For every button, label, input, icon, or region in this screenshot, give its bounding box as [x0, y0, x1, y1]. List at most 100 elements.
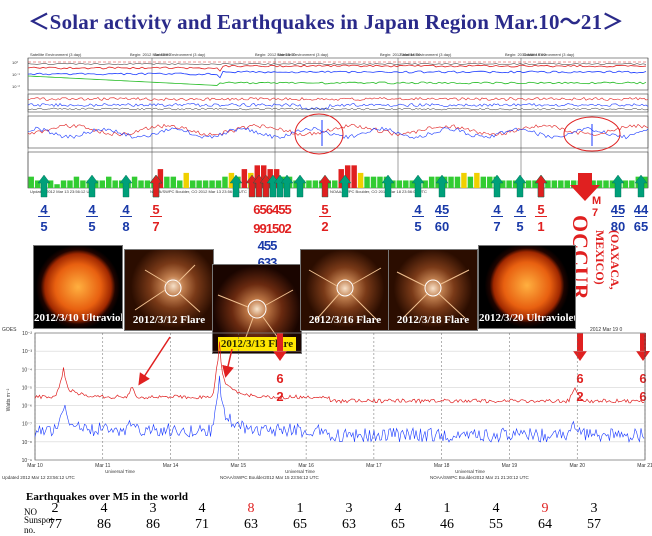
sunspot-label: Sunspot: [24, 515, 54, 525]
green-up-arrow: [293, 174, 307, 198]
kp-bar: [293, 180, 299, 188]
kp-bar: [118, 180, 125, 188]
xray-xtick: Mar 11: [95, 463, 110, 469]
cluster-row-3: 455: [257, 238, 278, 253]
xray-xtick: Mar 15: [231, 463, 247, 469]
kp-bar: [222, 176, 228, 188]
eq-count: 3: [590, 501, 598, 516]
kp-bar: [428, 176, 435, 188]
coronagraph-flare-image-1: 2012/3/12 Flare: [124, 249, 214, 331]
kp-bar: [189, 180, 196, 188]
green-up-arrow: [338, 174, 352, 198]
sunspot-count: 57: [587, 517, 601, 532]
marker-divider: [38, 216, 50, 217]
kp-bar: [590, 180, 596, 188]
marker-bottom-number: 7: [493, 219, 501, 234]
lower-bottom-number: 6: [639, 389, 647, 404]
kp-bar: [603, 180, 609, 188]
panel-header: Satellite Environment (3 day): [277, 52, 329, 57]
sunspot-count: 65: [293, 517, 307, 532]
kp-bar: [422, 180, 428, 188]
kp-bar: [525, 180, 532, 188]
marker-top-number: 45: [610, 202, 626, 217]
marker-top-number: 5: [152, 202, 160, 217]
lower-top-number: 6: [639, 371, 647, 386]
image-caption: 2012/3/12 Flare: [132, 314, 206, 326]
kp-bar: [196, 180, 202, 188]
marker-bottom-number: 8: [122, 219, 130, 234]
mag-hp-line: [27, 97, 649, 101]
flare-arrow-2: [222, 348, 234, 378]
mag-total-line: [27, 107, 649, 111]
cluster-row-1: 656455: [253, 202, 291, 217]
eq-count: 9: [541, 501, 549, 516]
kp-bar: [157, 169, 164, 188]
xray-footer-left: Updated 2012 Mar 12 23:56:12 UTC: [2, 475, 76, 480]
kp-bar: [202, 180, 209, 188]
red-down-arrow: [636, 333, 650, 361]
xray-footer-mid: NOAA/SWPC Boulder2012 Mar 15 23:56:12 UT…: [220, 475, 320, 480]
kp-bar: [364, 176, 370, 188]
kp-bar: [474, 172, 480, 188]
kp-bar: [28, 176, 34, 188]
universal-time-label: Universal Time: [285, 469, 315, 474]
green-up-arrow: [85, 174, 99, 198]
sunspot-label-2: no.: [24, 525, 36, 535]
xray-ytick: 10⁻³: [22, 349, 32, 355]
marker-divider: [436, 216, 448, 217]
kp-bar: [390, 180, 396, 188]
panel-header: Satellite Environment (3 day): [154, 52, 206, 57]
kp-bar: [131, 176, 138, 188]
red-down-arrow: [273, 333, 287, 361]
xray-ytick: 10⁻⁷: [22, 422, 32, 428]
kp-bar: [34, 180, 41, 188]
kp-bar: [467, 176, 474, 188]
marker-top-number: 4: [88, 202, 96, 217]
highlight-circle-1: [294, 113, 344, 155]
page-title: ＜Solar activity and Earthquakes in Japan…: [28, 10, 624, 34]
xray-ytick: 10⁻⁸: [22, 440, 32, 446]
eq-count: 4: [492, 501, 500, 516]
image-caption: 2012/3/18 Flare: [396, 314, 470, 326]
gt10-line: [27, 75, 647, 86]
marker-divider: [491, 216, 503, 217]
kp-bar: [357, 172, 364, 188]
panel-header: Satellite Environment (3 day): [30, 52, 82, 57]
marker-divider: [86, 216, 98, 217]
kp-bar: [396, 180, 403, 188]
green-up-arrow: [513, 174, 527, 198]
kp-bar: [325, 180, 332, 188]
lower-top-number: 6: [276, 371, 284, 386]
kp-bar: [106, 176, 112, 188]
kp-bar: [209, 180, 215, 188]
green-up-arrow: [229, 174, 243, 198]
gt100-line: [27, 63, 647, 65]
sunspot-count: 86: [97, 517, 111, 532]
kp-bar: [241, 169, 248, 188]
sunspot-count: 46: [440, 517, 454, 532]
marker-bottom-number: 65: [633, 219, 649, 234]
green-up-arrow: [490, 174, 504, 198]
image-caption: 2012/3/16 Flare: [308, 314, 382, 326]
marker-bottom-number: 80: [610, 219, 626, 234]
marker-bottom-number: 60: [434, 219, 450, 234]
kp-bar: [215, 180, 222, 188]
kp-bar: [273, 169, 280, 188]
sunspot-count: 77: [48, 517, 62, 532]
xray-short-line: [34, 375, 645, 443]
highlight-circle-2: [563, 116, 621, 152]
kp-bar: [144, 180, 151, 188]
red-down-arrow: [573, 333, 587, 361]
eq-count: 2: [51, 501, 59, 516]
marker-top-number: 4: [493, 202, 501, 217]
kp-bar: [306, 180, 312, 188]
kp-bar: [461, 172, 467, 188]
kp-bar: [480, 176, 487, 188]
marker-bottom-number: 5: [414, 219, 422, 234]
sun-ultraviolet-image-1: 2012/3/10 Ultraviolet: [33, 245, 123, 329]
kp-bar: [454, 176, 461, 188]
green-up-arrow: [411, 174, 425, 198]
electron-line: [27, 70, 647, 79]
kp-bar: [370, 176, 377, 188]
marker-bottom-number: 1: [537, 219, 545, 234]
